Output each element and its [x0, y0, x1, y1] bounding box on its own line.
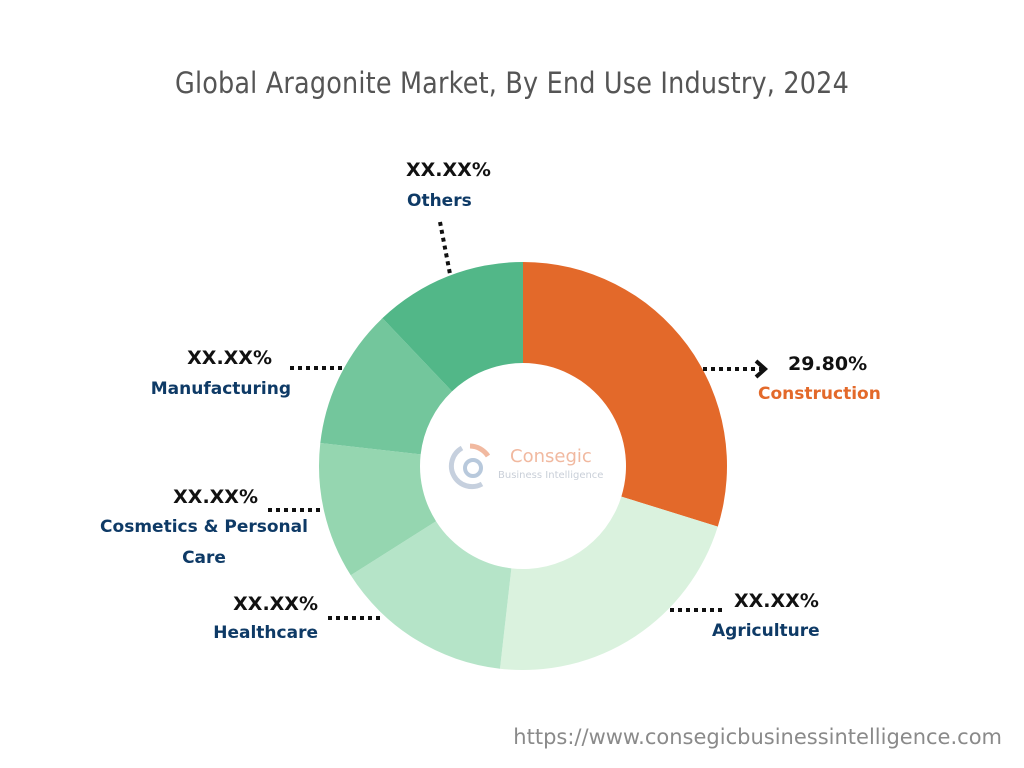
- cosmetics-label-line1: Cosmetics & Personal: [100, 517, 308, 537]
- slice-construction: [523, 262, 727, 527]
- leader-line-others: [438, 221, 452, 275]
- manufacturing-value: XX.XX%: [187, 347, 272, 369]
- slice-healthcare: [350, 521, 512, 669]
- watermark-line2: Business Intelligence: [498, 470, 604, 481]
- construction-value: 29.80%: [788, 353, 868, 375]
- slice-cosmetics-personal-care: [319, 442, 437, 576]
- donut-slices: [319, 262, 727, 670]
- others-label: Others: [407, 191, 472, 211]
- healthcare-label: Healthcare: [213, 623, 318, 643]
- chart-title: Global Aragonite Market, By End Use Indu…: [174, 66, 850, 100]
- cosmetics-value: XX.XX%: [173, 486, 258, 508]
- cosmetics-label-line2: Care: [182, 548, 226, 568]
- watermark-line1: Consegic: [510, 446, 592, 467]
- agriculture-label: Agriculture: [712, 621, 820, 641]
- slice-agriculture: [499, 496, 718, 670]
- agriculture-value: XX.XX%: [734, 590, 819, 612]
- slice-others: [382, 262, 523, 392]
- watermark-logo: Consegic Business Intelligence: [448, 440, 618, 490]
- healthcare-value: XX.XX%: [233, 593, 318, 615]
- consegic-logo-icon: [448, 443, 491, 490]
- slice-manufacturing: [320, 318, 453, 455]
- leader-lines: [268, 221, 762, 620]
- footer-url: https://www.consegicbusinessintelligence…: [513, 725, 1002, 749]
- manufacturing-label: Manufacturing: [150, 379, 291, 399]
- construction-label: Construction: [758, 384, 881, 404]
- arrow-head-icon: [754, 359, 769, 379]
- others-value: XX.XX%: [406, 159, 491, 181]
